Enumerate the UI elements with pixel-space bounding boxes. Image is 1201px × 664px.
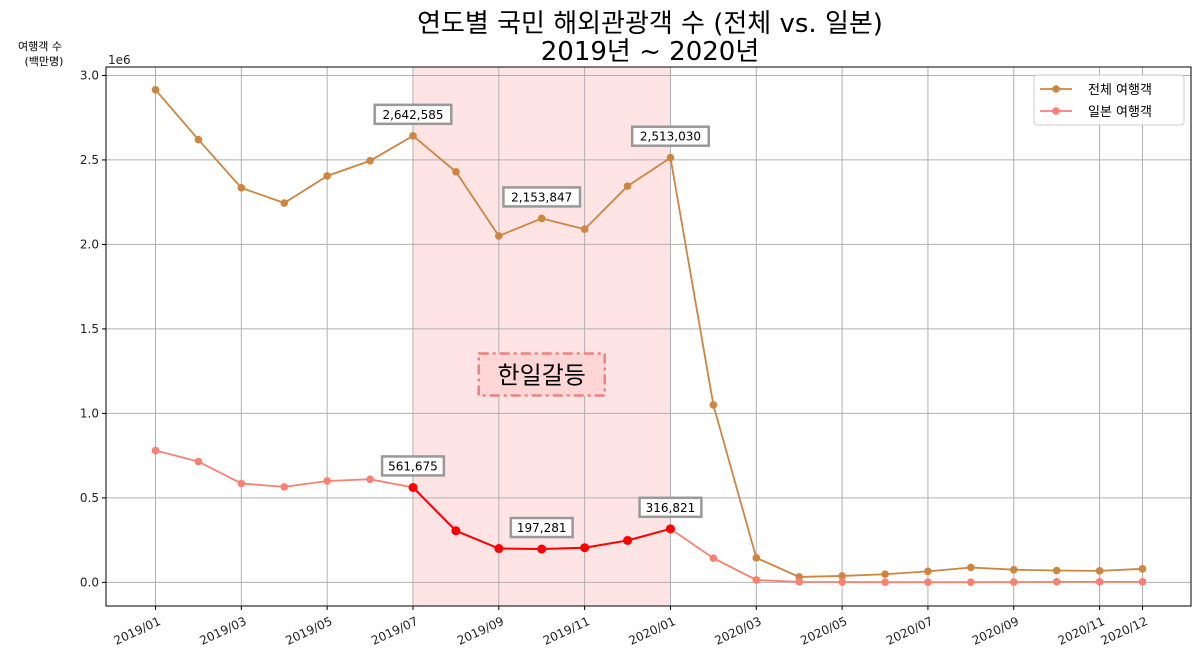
annotation-label: 316,821 — [646, 501, 696, 515]
data-point — [280, 483, 289, 491]
data-point — [323, 477, 331, 485]
chart-title-line-1: 연도별 국민 해외관광객 수 (전체 vs. 일본) — [417, 9, 883, 39]
data-point — [451, 526, 461, 536]
data-point — [409, 132, 417, 140]
x-tick-label: 2020/11 — [1056, 614, 1107, 648]
x-tick-label: 2019/03 — [197, 614, 248, 648]
x-tick-label: 2019/09 — [455, 614, 506, 648]
data-point — [838, 572, 846, 580]
data-point — [752, 554, 761, 562]
highlight-region-label: 한일갈등 — [498, 362, 586, 390]
y-tick-label: 2.5 — [80, 153, 99, 167]
chart-title-line-2: 2019년 ~ 2020년 — [541, 37, 760, 67]
x-tick-label: 2019/05 — [283, 614, 334, 648]
x-tick-label: 2020/12 — [1099, 614, 1150, 648]
highlight-region — [412, 67, 671, 606]
legend-label: 일본 여행객 — [1088, 104, 1152, 120]
annotation-label: 2,153,847 — [511, 190, 572, 204]
y-tick-label: 2.0 — [80, 237, 99, 251]
data-point — [237, 479, 246, 488]
legend-box — [1033, 74, 1185, 126]
data-point — [1009, 565, 1018, 574]
annotation-box — [373, 103, 453, 126]
annotation-label: 561,675 — [388, 459, 438, 473]
data-point — [194, 135, 203, 144]
data-point — [1138, 578, 1147, 586]
plot-frame — [105, 66, 1192, 607]
x-tick-label: 2019/01 — [112, 614, 163, 648]
data-point — [537, 214, 546, 223]
data-point — [709, 554, 718, 562]
data-point — [1138, 565, 1147, 573]
legend-label: 전체 여행객 — [1088, 82, 1152, 98]
x-tick-label: 2020/05 — [798, 614, 849, 648]
y-tick-label: 0.5 — [80, 491, 99, 505]
data-point — [881, 578, 889, 586]
annotation-box — [630, 125, 711, 147]
data-point — [967, 578, 975, 586]
data-point — [623, 182, 632, 190]
data-point — [580, 543, 590, 553]
data-point — [366, 475, 374, 484]
data-point — [580, 225, 589, 234]
data-point — [623, 535, 633, 545]
data-point — [408, 482, 418, 492]
data-point — [967, 563, 975, 572]
data-point — [237, 184, 246, 192]
chart-title: 연도별 국민 해외관광객 수 (전체 vs. 일본) 2019년 ~ 2020년 — [417, 9, 883, 67]
data-point — [1095, 578, 1104, 586]
data-point — [709, 401, 718, 409]
data-point — [452, 167, 460, 176]
annotation-box — [509, 516, 574, 539]
data-point — [1095, 567, 1104, 575]
data-point — [151, 86, 160, 94]
y-tick-label: 3.0 — [80, 68, 99, 82]
data-point — [881, 570, 889, 579]
y-axis-label-line-2: (백만명) — [25, 55, 64, 68]
annotation-label: 2,513,030 — [640, 130, 701, 144]
data-point — [795, 578, 803, 586]
annotation-box — [502, 186, 582, 208]
highlight-region-label-box — [477, 352, 606, 397]
x-tick-label: 2020/01 — [627, 614, 678, 648]
x-tick-label: 2020/03 — [712, 614, 763, 648]
legend-marker — [1052, 85, 1060, 93]
data-point — [666, 153, 675, 162]
data-point — [924, 567, 932, 576]
data-point — [665, 524, 675, 534]
data-point — [366, 156, 374, 165]
annotation-box — [638, 496, 703, 519]
data-point — [194, 457, 203, 466]
plot-area: 0.0 0.5 1.0 1.5 2.0 2.5 3.0 2019/01 2019/03 2019/… — [80, 66, 1192, 648]
y-axis-label-line-1: 여행객 수 — [18, 40, 62, 53]
data-point — [1052, 566, 1061, 575]
annotation-label: 2,642,585 — [382, 108, 443, 122]
data-point — [323, 172, 331, 180]
annotation-label: 197,281 — [517, 521, 567, 535]
data-point — [1009, 578, 1018, 586]
y-tick-label: 0.0 — [80, 575, 99, 589]
series-line-1 — [154, 89, 1143, 578]
data-point — [537, 544, 547, 554]
data-point — [280, 199, 289, 207]
data-point — [151, 446, 160, 455]
data-point — [494, 544, 504, 554]
x-tick-label: 2020/07 — [884, 614, 935, 648]
y-axis-offset-label: 1e6 — [108, 53, 131, 67]
annotation-box — [380, 455, 446, 477]
data-point — [924, 578, 932, 586]
data-point — [838, 578, 846, 586]
legend-marker — [1052, 107, 1060, 115]
data-point — [752, 576, 761, 584]
x-tick-label: 2019/11 — [541, 614, 592, 648]
data-point — [495, 232, 503, 240]
y-tick-label: 1.0 — [80, 406, 99, 420]
y-tick-label: 1.5 — [80, 322, 99, 336]
x-tick-label: 2019/07 — [369, 614, 420, 648]
data-point — [1052, 578, 1061, 586]
x-tick-label: 2020/09 — [970, 614, 1021, 648]
